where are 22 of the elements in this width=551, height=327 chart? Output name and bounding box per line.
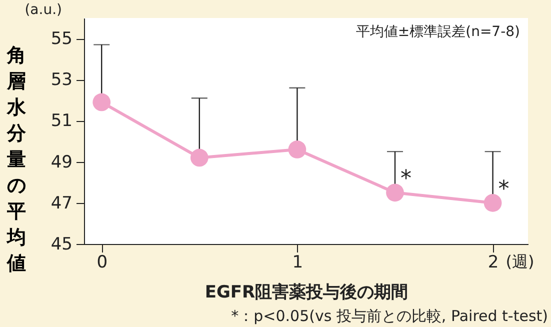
point <box>484 194 502 212</box>
x-tick-label: 2 <box>488 252 499 272</box>
text: 角層水分量の平均値 <box>7 44 26 274</box>
y-tick-label: 47 <box>50 193 72 214</box>
annotation: * <box>400 166 412 192</box>
point <box>288 140 306 158</box>
y-tick-label: 55 <box>50 29 72 50</box>
y-tick-label: 45 <box>50 234 72 254</box>
text: (週) <box>506 252 534 271</box>
text: (a.u.) <box>24 2 62 18</box>
point <box>92 93 111 112</box>
y-tick-label: 49 <box>50 152 72 172</box>
annotation: 平均値±標準誤差(n=7-8) <box>356 24 520 40</box>
x-tick-label: 1 <box>292 252 304 272</box>
y-tick-label: 51 <box>50 111 72 132</box>
x-tick-label: 0 <box>96 252 108 272</box>
point <box>386 184 404 202</box>
text: *：p<0.05(vs 投与前との比較, Paired t-test) <box>231 307 548 325</box>
point <box>190 148 208 167</box>
x-axis-title: EGFR阻害薬投与後の期間 <box>204 282 408 302</box>
annotation: * <box>498 176 510 202</box>
y-tick-label: 53 <box>50 70 72 90</box>
